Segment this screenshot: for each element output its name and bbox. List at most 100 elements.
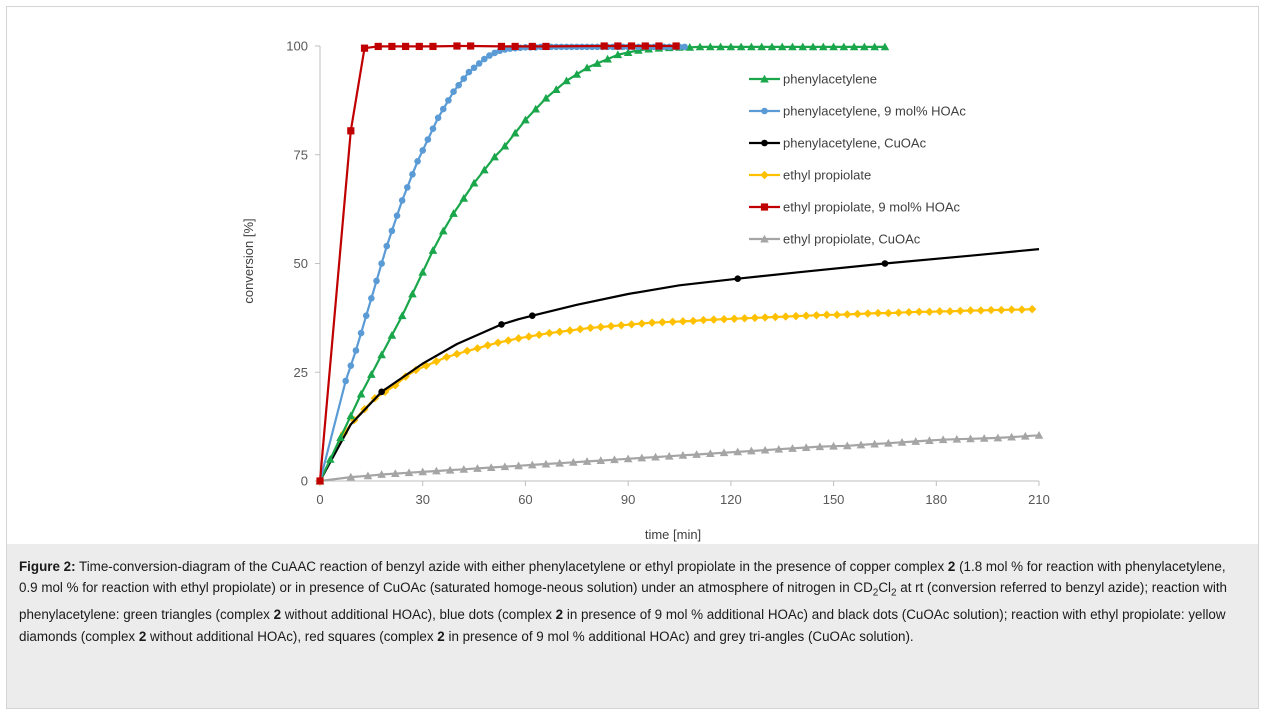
y-tick-label: 75 [294, 147, 308, 162]
legend-marker [760, 203, 769, 211]
caption-run-1: 2 [947, 559, 956, 574]
data-point [586, 323, 595, 333]
data-point [716, 42, 725, 51]
data-point [521, 115, 530, 124]
y-tick-label: 25 [294, 365, 308, 380]
caption-run-2: (1.8 mol % for reaction with phenylacety… [19, 559, 1226, 596]
data-point [822, 310, 831, 320]
conversion-chart: 0 30 60 90 120 150 180 210 0 25 50 75 100 phenylacet… [241, 39, 1050, 543]
series-line [318, 44, 677, 482]
x-tick-label: 0 [316, 492, 323, 507]
data-point [1027, 304, 1037, 314]
data-point [438, 226, 448, 235]
data-point [938, 435, 948, 444]
data-point [450, 88, 457, 95]
data-point [668, 317, 677, 326]
data-point [569, 457, 578, 466]
data-point [733, 447, 743, 456]
caption-run-5: 2 [890, 588, 897, 600]
data-point [342, 377, 349, 385]
data-point [393, 212, 401, 219]
series-3 [315, 304, 1037, 486]
data-point [572, 69, 582, 78]
data-point [672, 42, 680, 50]
data-point [542, 42, 550, 51]
data-point [347, 362, 355, 370]
data-point [873, 308, 883, 318]
data-point [781, 312, 790, 321]
data-point [347, 127, 355, 135]
data-point [418, 267, 428, 276]
caption-run-14: in presence of 9 mol % additional HOAc) … [444, 628, 914, 644]
data-point [470, 64, 478, 72]
data-point [377, 470, 386, 478]
data-point [904, 308, 914, 317]
data-point [819, 42, 828, 51]
data-point [596, 456, 606, 464]
data-point [925, 307, 934, 316]
data-point [757, 42, 766, 51]
caption-run-8: without additional HOAc), blue dots (com… [281, 607, 556, 623]
data-point [870, 42, 879, 51]
data-point [555, 458, 564, 467]
data-point [429, 125, 437, 132]
y-tick-label: 0 [301, 474, 308, 489]
x-tick-label: 120 [720, 492, 742, 507]
data-point [432, 466, 441, 475]
data-point [528, 42, 536, 51]
caption-run-6: at rt (conversion referred to benzyl azi… [19, 580, 1227, 623]
data-point [356, 389, 366, 398]
data-point [692, 450, 701, 458]
data-point [383, 242, 391, 250]
data-point [750, 313, 760, 323]
data-point [839, 42, 849, 51]
data-point [534, 330, 544, 340]
data-point [398, 197, 406, 204]
data-point [603, 54, 612, 63]
legend-entry: ethyl propiolate, CuOAc [749, 232, 921, 247]
data-point [853, 309, 862, 319]
legend-label: ethyl propiolate [783, 168, 871, 183]
data-point [730, 314, 739, 323]
y-axis-title: conversion [%] [241, 218, 256, 303]
data-point [459, 464, 469, 473]
figure: 0 30 60 90 120 150 180 210 0 25 50 75 100 phenylacet… [6, 6, 1259, 709]
data-point [647, 318, 657, 327]
data-point [360, 44, 369, 52]
data-point [637, 319, 647, 328]
data-point [884, 438, 893, 447]
data-point [497, 42, 506, 51]
legend-label: ethyl propiolate, CuOAc [783, 232, 921, 247]
data-point [346, 472, 356, 481]
x-tick-label: 180 [925, 492, 947, 507]
data-point [388, 42, 396, 51]
series-group [315, 42, 1044, 486]
data-point [491, 49, 498, 57]
data-point [555, 327, 564, 336]
data-point [681, 43, 688, 51]
data-point [418, 467, 428, 476]
legend-entry: phenylacetylene, 9 mol% HOAc [749, 104, 966, 119]
data-point [373, 277, 380, 285]
caption-run-3: 2 [872, 588, 879, 600]
data-point [316, 477, 324, 485]
x-tick-label: 60 [518, 492, 532, 507]
data-point [429, 42, 437, 51]
legend-entry: phenylacetylene [749, 72, 877, 87]
data-point [511, 42, 519, 51]
data-point [747, 446, 756, 455]
data-point [719, 448, 729, 457]
data-point [473, 344, 482, 353]
data-point [480, 165, 489, 174]
data-point [658, 318, 667, 327]
data-point [528, 312, 536, 320]
caption-run-10: in presence of 9 mol % additional HOAc) … [19, 607, 1226, 644]
data-point [678, 317, 688, 326]
data-point [801, 443, 811, 451]
data-point [1007, 305, 1016, 314]
x-tick-label: 90 [621, 492, 635, 507]
data-point [623, 48, 633, 56]
data-point [801, 311, 811, 320]
data-point [976, 306, 985, 315]
data-point [760, 313, 770, 322]
